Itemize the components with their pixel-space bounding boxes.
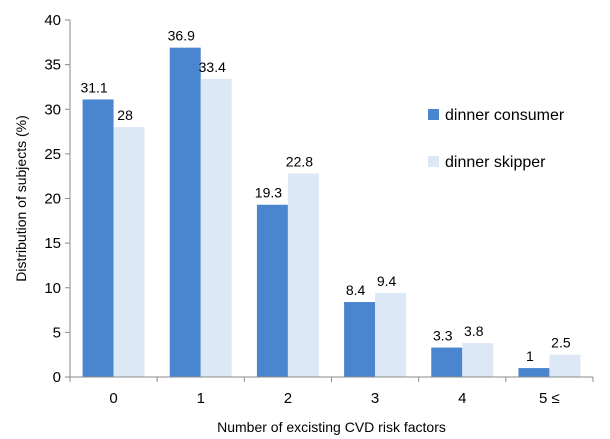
legend-swatch [428,109,439,120]
x-tick-label: 4 [458,390,466,407]
data-label-dinner-consumer-5: 1 [526,348,534,364]
bar-dinner-consumer-0 [82,99,114,378]
data-label-dinner-consumer-2: 19.3 [255,185,282,201]
bar-dinner-consumer-5 [518,368,550,377]
legend: dinner consumer dinner skipper [428,107,565,171]
bar-dinner-skipper-0 [113,127,145,377]
bar-dinner-skipper-1 [200,78,232,377]
bar-dinner-consumer-2 [256,204,288,377]
bar-dinner-skipper-4 [462,343,494,377]
data-label-dinner-skipper-0: 28 [117,107,133,123]
legend-label: dinner skipper [445,154,546,171]
y-tick-label: 5 [53,324,61,341]
y-tick-label: 20 [44,191,61,208]
x-tick-label: 1 [197,390,205,407]
data-label-dinner-skipper-5: 2.5 [551,335,571,351]
bar-dinner-skipper-5 [549,354,581,377]
data-label-dinner-consumer-0: 31.1 [80,79,107,95]
x-axis-title: Number of excisting CVD risk factors [217,419,446,435]
y-tick-label: 15 [44,235,61,252]
data-label-dinner-consumer-3: 8.4 [346,282,366,298]
bar-dinner-consumer-3 [344,302,376,377]
y-tick-label: 30 [44,101,61,118]
bar-dinner-skipper-2 [287,173,319,377]
y-tick-label: 0 [53,369,61,386]
data-label-dinner-skipper-3: 9.4 [377,273,397,289]
bar-dinner-consumer-4 [431,347,463,377]
y-tick-label: 35 [44,57,61,74]
bars [82,47,581,378]
bar-dinner-consumer-1 [169,47,201,377]
y-axis-title: Distribution of subjects (%) [13,115,29,282]
x-axis-ticks: 0 1 2 3 4 5 ≤ [69,377,594,407]
y-tick-label: 25 [44,146,61,163]
y-tick-label: 40 [44,12,61,29]
y-tick-label: 10 [44,280,61,297]
data-labels: 31.1 36.9 19.3 8.4 3.3 1 28 33.4 22.8 9.4 3.8 2.5 [80,28,570,364]
data-label-dinner-consumer-4: 3.3 [433,328,453,344]
x-tick-label: 2 [284,390,292,407]
legend-label: dinner consumer [445,107,565,124]
x-tick-label: 3 [371,390,379,407]
data-label-dinner-skipper-4: 3.8 [464,323,484,339]
x-tick-label: 5 ≤ [539,390,560,407]
data-label-dinner-skipper-1: 33.4 [199,59,226,75]
y-axis-ticks: 0 5 10 15 20 25 30 35 40 [44,12,70,386]
x-tick-label: 0 [109,390,117,407]
legend-swatch [428,156,439,167]
data-label-dinner-skipper-2: 22.8 [286,154,313,170]
bar-dinner-skipper-3 [375,293,407,377]
data-label-dinner-consumer-1: 36.9 [168,28,195,44]
